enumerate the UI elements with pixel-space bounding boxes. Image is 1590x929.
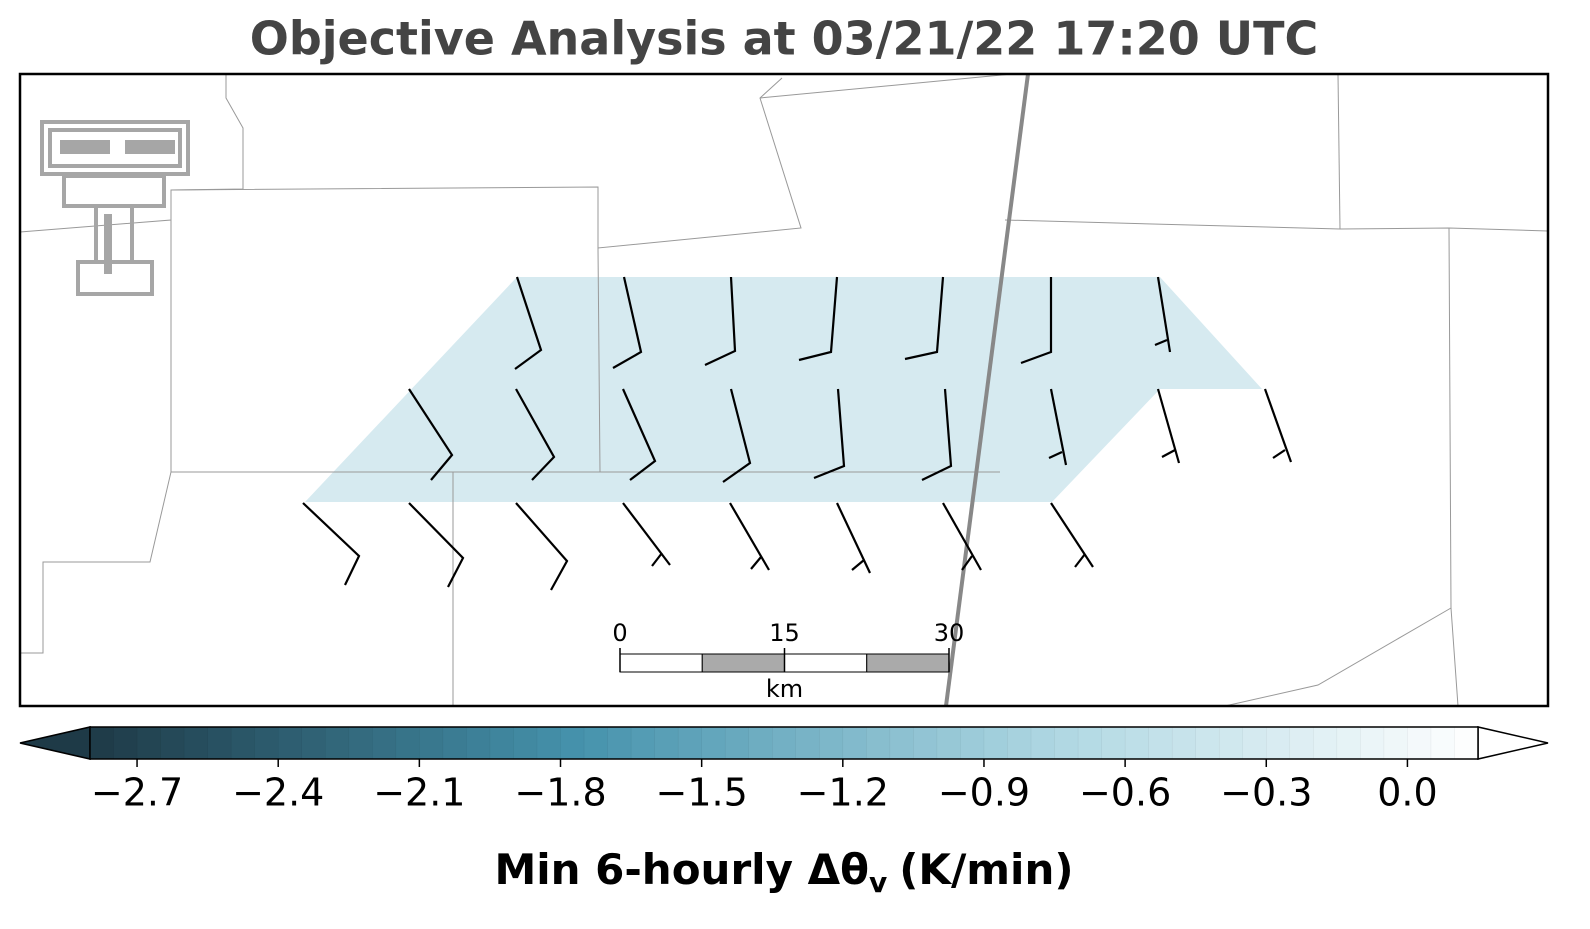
scale-segment	[701, 653, 785, 673]
colorbar-segment	[207, 726, 232, 760]
colorbar-segment	[748, 726, 773, 760]
colorbar-segment	[466, 726, 491, 760]
colorbar-segment	[1218, 726, 1244, 760]
colorbar-segment	[348, 726, 374, 760]
colorbar-segment	[630, 726, 656, 760]
colorbar-segment	[183, 726, 209, 760]
colorbar-segment	[560, 726, 585, 760]
colorbar-segment	[89, 726, 115, 760]
colorbar-segment	[536, 726, 562, 760]
scale-tick-label: 15	[769, 619, 800, 647]
colorbar-segment	[1054, 726, 1079, 760]
colorbar-extend-low	[19, 726, 91, 760]
colorbar-segment	[489, 726, 515, 760]
colorbar-segment	[1242, 726, 1268, 760]
colorbar-segment	[1266, 726, 1291, 760]
colorbar-segment	[1454, 726, 1479, 760]
colorbar-segment	[936, 726, 962, 760]
colorbar-segment	[395, 726, 421, 760]
colorbar-segment	[960, 726, 985, 760]
colorbar-tick-label: −1.8	[514, 771, 606, 815]
colorbar-segment	[1077, 726, 1103, 760]
colorbar-segment	[254, 726, 279, 760]
colorbar-segment	[607, 726, 632, 760]
colorbar-segment	[1171, 726, 1197, 760]
colorbar-segment	[325, 726, 350, 760]
scale-segment	[619, 653, 703, 673]
colorbar-tick-label: −0.6	[1079, 771, 1171, 815]
colorbar-label-subscript: v	[869, 866, 887, 899]
colorbar-segment	[866, 726, 891, 760]
colorbar-tick-label: −1.2	[797, 771, 889, 815]
colorbar-segment	[913, 726, 938, 760]
colorbar-segment	[654, 726, 679, 760]
colorbar-segment	[301, 726, 327, 760]
colorbar-segment	[160, 726, 185, 760]
colorbar-segment	[983, 726, 1009, 760]
colorbar-segment	[1336, 726, 1362, 760]
colorbar-segment	[842, 726, 868, 760]
colorbar-tick-label: −2.4	[232, 771, 324, 815]
title: Objective Analysis at 03/21/22 17:20 UTC	[250, 12, 1319, 66]
colorbar-segment	[677, 726, 703, 760]
colorbar-segment	[1360, 726, 1385, 760]
map-frame	[18, 72, 1550, 708]
scale-tick-label: 0	[612, 619, 627, 647]
colorbar-segment	[1430, 726, 1456, 760]
colorbar-tick-label: −2.7	[91, 771, 183, 815]
colorbar: −2.7 −2.4 −2.1 −1.8 −1.5 −1.2 −0.9 −0.6 −0.3 0.0	[19, 726, 1549, 815]
colorbar-segment	[724, 726, 750, 760]
colorbar-segment	[1407, 726, 1432, 760]
colorbar-segment	[372, 726, 397, 760]
scale-segment	[784, 653, 868, 673]
colorbar-segment	[136, 726, 162, 760]
colorbar-segment	[1007, 726, 1032, 760]
colorbar-segment	[1195, 726, 1220, 760]
colorbar-segment	[442, 726, 468, 760]
colorbar-segment	[1030, 726, 1056, 760]
colorbar-segment	[113, 726, 138, 760]
colorbar-segment	[277, 726, 303, 760]
scale-tick-label: 30	[934, 619, 965, 647]
colorbar-segment	[1148, 726, 1173, 760]
colorbar-segment	[419, 726, 444, 760]
colorbar-segment	[771, 726, 797, 760]
logo	[40, 120, 190, 296]
colorbar-segment	[1289, 726, 1315, 760]
colorbar-extend-high	[1477, 726, 1549, 760]
colorbar-segment	[795, 726, 821, 760]
wind-barbs	[302, 276, 1293, 591]
highway	[944, 73, 1030, 707]
colorbar-tick-label: −2.1	[373, 771, 465, 815]
colorbar-segment	[1383, 726, 1409, 760]
colorbar-segment	[513, 726, 538, 760]
colorbar-tick-label: −0.9	[938, 771, 1030, 815]
scale-unit: km	[766, 675, 803, 703]
colorbar-segment	[583, 726, 609, 760]
colorbar-frame	[89, 726, 1479, 760]
colorbar-tick-label: −1.5	[656, 771, 748, 815]
county-lines	[19, 73, 1549, 707]
map: 0 15 30 km	[18, 72, 1550, 708]
colorbar-label-main: Min 6-hourly Δθ	[494, 845, 869, 894]
colorbar-segment	[701, 726, 726, 760]
colorbar-tick-label: −0.3	[1220, 771, 1312, 815]
colorbar-label: Min 6-hourly Δθv (K/min)	[494, 845, 1073, 900]
colorbar-segment	[1313, 726, 1338, 760]
colorbar-segment	[819, 726, 844, 760]
colorbar-segment	[889, 726, 915, 760]
analysis-field	[305, 277, 1262, 502]
colorbar-tick-label: 0.0	[1377, 771, 1437, 815]
scale-segment	[866, 653, 950, 673]
scale-bar: 0 15 30 km	[612, 619, 964, 703]
colorbar-segment	[230, 726, 256, 760]
colorbar-segment	[1124, 726, 1150, 760]
colorbar-segment	[1101, 726, 1126, 760]
colorbar-label-units: (K/min)	[899, 845, 1073, 894]
